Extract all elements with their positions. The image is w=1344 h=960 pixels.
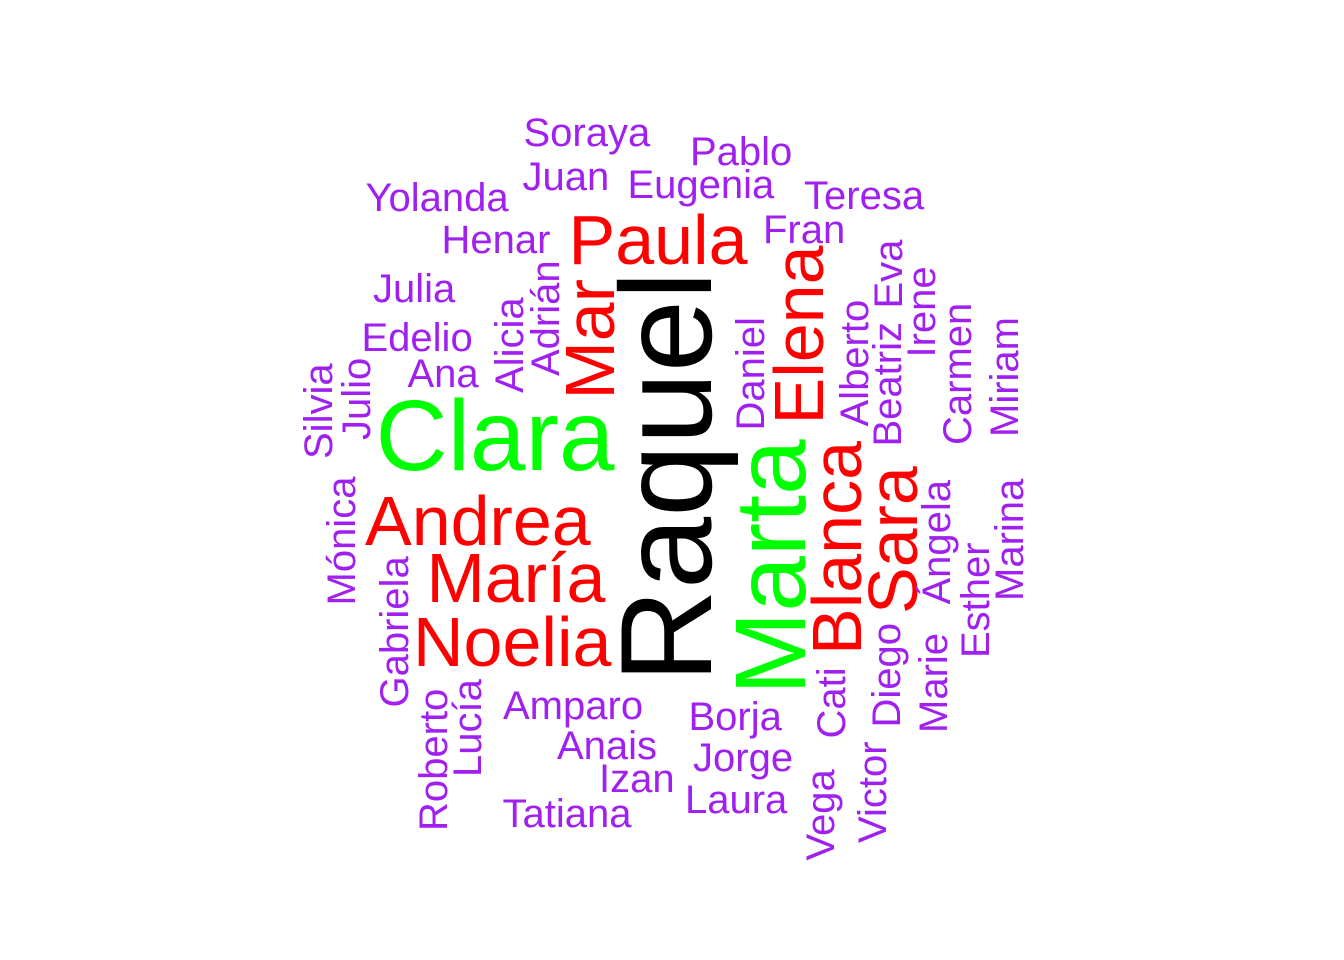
word-monica: Mónica	[320, 476, 364, 606]
word-esther: Esther	[954, 542, 998, 658]
word-eugenia: Eugenia	[627, 163, 775, 207]
word-diego: Diego	[865, 622, 909, 728]
word-adrian: Adrián	[524, 260, 568, 376]
word-ana: Ana	[407, 352, 479, 396]
word-anais: Anais	[557, 724, 658, 768]
word-alicia: Alicia	[488, 297, 532, 393]
word-marie: Marie	[912, 632, 956, 733]
word-borja: Borja	[688, 695, 782, 739]
word-paula: Paula	[568, 201, 748, 279]
word-amparo: Amparo	[503, 684, 644, 728]
word-lucia: Lucía	[446, 679, 490, 777]
word-victor: Victor	[851, 741, 895, 843]
word-carmen: Carmen	[936, 302, 980, 445]
word-angela: Ángela	[915, 479, 959, 605]
word-jorge: Jorge	[693, 736, 794, 780]
word-maria: María	[426, 539, 606, 617]
word-soraya: Soraya	[523, 111, 651, 155]
word-teresa: Teresa	[804, 174, 925, 218]
word-henar: Henar	[441, 218, 551, 262]
word-noelia: Noelia	[413, 603, 612, 681]
word-andrea: Andrea	[365, 482, 591, 560]
word-izan: Izan	[599, 757, 675, 801]
word-daniel: Daniel	[729, 317, 773, 431]
word-julio: Julio	[335, 357, 379, 440]
word-silvia: Silvia	[297, 363, 341, 459]
word-edelio: Edelio	[361, 316, 473, 360]
word-elena: Elena	[760, 245, 838, 425]
word-miriam: Miriam	[983, 317, 1027, 437]
word-juan: Juan	[522, 155, 610, 199]
word-cati: Cati	[810, 667, 854, 739]
word-laura: Laura	[685, 778, 788, 822]
word-gabriela: Gabriela	[373, 556, 417, 708]
word-tatiana: Tatiana	[502, 792, 632, 836]
word-clara: Clara	[375, 380, 615, 492]
word-fran: Fran	[763, 208, 846, 252]
word-yolanda: Yolanda	[365, 176, 509, 220]
word-vega: Vega	[799, 769, 843, 861]
word-pablo: Pablo	[690, 130, 793, 174]
word-julia: Julia	[373, 267, 456, 311]
